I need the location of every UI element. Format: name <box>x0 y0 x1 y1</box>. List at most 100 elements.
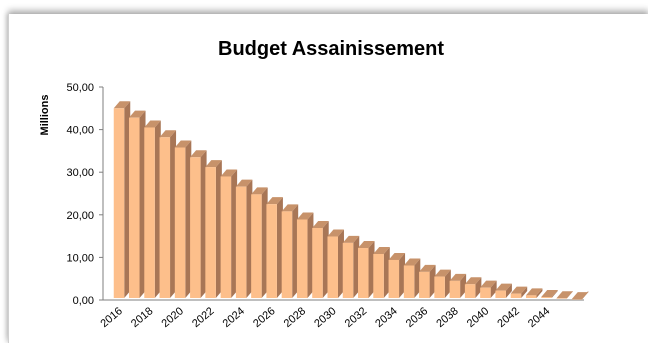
bar-top <box>312 221 329 229</box>
bar-top <box>296 212 314 220</box>
x-tick-label: 2030 <box>312 305 338 330</box>
x-tick-label: 2034 <box>373 305 399 330</box>
bar-top <box>220 169 238 177</box>
bar-side <box>200 150 207 298</box>
bar-front <box>495 290 506 298</box>
bar-front <box>373 253 384 298</box>
x-tick-label: 2026 <box>251 305 277 330</box>
bar-side <box>429 264 436 298</box>
bar <box>388 252 406 298</box>
y-axis-label: Millions <box>39 95 51 136</box>
bar-front <box>235 186 247 298</box>
bar <box>296 212 314 298</box>
x-tick-label: 2044 <box>526 305 552 330</box>
bar <box>449 273 467 298</box>
bar-front <box>327 236 338 298</box>
chart-title: Budget Assainissement <box>218 38 444 60</box>
bar-side <box>475 277 482 298</box>
bar-front <box>174 147 186 298</box>
bar-top <box>571 292 589 300</box>
bar-side <box>399 252 406 298</box>
bar-front <box>541 297 552 298</box>
bar <box>342 235 360 298</box>
bar-top <box>556 291 573 299</box>
x-tick-label: 2016 <box>98 305 124 330</box>
bar-top <box>327 229 344 237</box>
bar-front <box>190 157 201 298</box>
x-tick-label: 2036 <box>404 305 430 330</box>
bar-top <box>342 235 360 243</box>
bar-side <box>551 290 558 298</box>
bar-side <box>414 258 421 298</box>
bar-side <box>276 197 283 298</box>
bar-side <box>490 280 497 298</box>
x-tick-label: 2024 <box>221 305 247 330</box>
bar-front <box>205 167 216 298</box>
bar <box>358 241 375 298</box>
bar-front <box>159 137 171 298</box>
bar <box>373 246 390 298</box>
bar-front <box>129 117 140 298</box>
bar <box>159 130 177 298</box>
bar <box>144 120 161 298</box>
bar-top <box>403 258 421 266</box>
x-tick-label: 2020 <box>160 305 186 330</box>
bar <box>464 277 482 298</box>
bar-side <box>353 235 360 298</box>
bar-front <box>419 271 430 298</box>
bar-top <box>449 273 467 281</box>
bar-side <box>383 246 390 298</box>
bar-top <box>190 150 207 158</box>
bar-front <box>220 176 232 298</box>
y-tick-label: 20,00 <box>66 210 94 222</box>
bar-front <box>312 228 323 298</box>
x-tick-label: 2038 <box>434 305 460 330</box>
bar-side <box>460 273 467 298</box>
bar-side <box>444 269 451 298</box>
bar-top <box>495 283 512 291</box>
bar-top <box>541 290 558 298</box>
y-tick-label: 30,00 <box>66 167 94 179</box>
bar-top <box>205 160 222 168</box>
bar <box>571 291 589 300</box>
bar-top <box>525 288 543 296</box>
chart-frame: Budget Assainissement Millions 0,00 10,00… <box>8 14 648 343</box>
bar-side <box>124 101 131 298</box>
bar-side <box>170 130 177 298</box>
bar-front <box>464 284 476 298</box>
bar <box>113 101 131 298</box>
bar-side <box>307 212 314 298</box>
bar-front <box>113 108 125 298</box>
bar-front <box>266 204 277 298</box>
x-tick-label: 2028 <box>282 305 308 330</box>
bar-top <box>510 286 528 294</box>
bar-top <box>144 120 161 128</box>
bar-front <box>388 259 400 298</box>
bar-side <box>185 140 192 298</box>
bar-top <box>113 101 131 109</box>
bar-front <box>510 293 522 298</box>
bar-front <box>296 219 308 298</box>
bar <box>312 221 329 298</box>
bar <box>190 150 207 298</box>
bar-top <box>251 187 268 195</box>
bar-front <box>144 127 155 298</box>
bar-side <box>154 120 161 298</box>
bar-top <box>419 264 436 272</box>
bars <box>113 101 589 300</box>
bar-front <box>251 194 262 298</box>
bar-top <box>480 280 497 288</box>
bar-top <box>281 204 299 212</box>
bar-side <box>261 187 268 298</box>
bar-front <box>556 298 567 299</box>
bar-side <box>322 221 329 298</box>
y-tick-label: 40,00 <box>66 125 94 137</box>
bar <box>266 197 283 298</box>
bar-front <box>403 265 415 298</box>
x-tick-label: 2042 <box>495 305 521 330</box>
bar <box>525 288 543 298</box>
bar <box>419 264 436 298</box>
bar-top <box>464 277 482 285</box>
bar <box>510 286 528 298</box>
bar-side <box>231 169 238 298</box>
